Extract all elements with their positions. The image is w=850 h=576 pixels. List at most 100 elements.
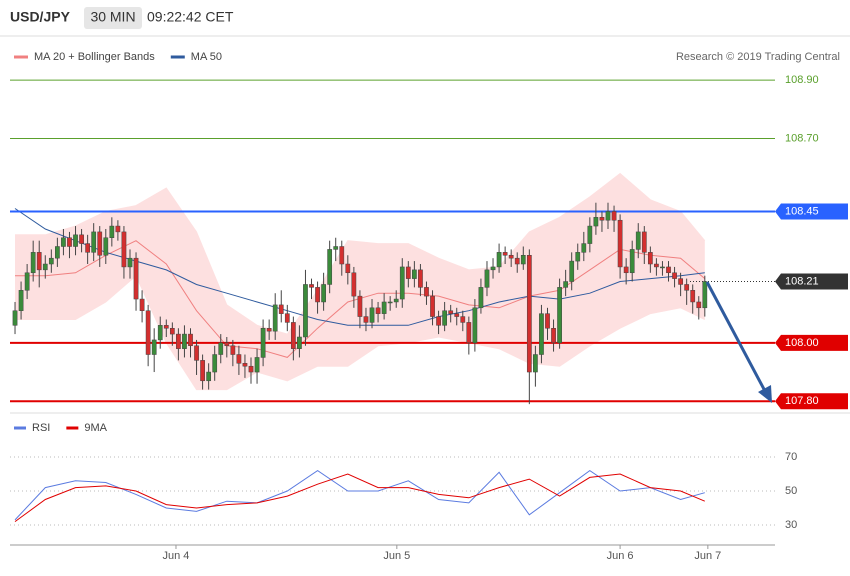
candle-body: [212, 354, 218, 373]
candle-body: [660, 266, 665, 269]
candle-body: [405, 266, 411, 279]
arrow-head: [758, 385, 772, 403]
candle-body: [115, 225, 121, 233]
candle-body: [91, 231, 97, 253]
candle-body: [496, 252, 502, 268]
level-label-box: [775, 273, 848, 290]
interval: 30 MIN: [90, 9, 135, 25]
level-label: 107.80: [785, 395, 819, 407]
candle-body: [73, 234, 78, 247]
candle-body: [581, 243, 587, 253]
candle-body: [557, 287, 562, 344]
rsi-panel: RSI 9MA 70 50 30: [10, 422, 797, 531]
candle-body: [109, 225, 115, 238]
candle-body: [339, 246, 345, 265]
candle-body: [127, 257, 133, 268]
candle-body: [502, 252, 508, 256]
candle-body: [12, 310, 18, 326]
candle-body: [472, 307, 478, 344]
candle-body: [418, 269, 423, 288]
candle-body: [593, 217, 599, 227]
candle-body: [484, 269, 490, 288]
level-label: 108.70: [785, 132, 819, 144]
forecast-arrow: [705, 281, 772, 403]
candle-body: [399, 266, 405, 300]
candle-body: [321, 284, 326, 303]
candle-body: [587, 225, 593, 244]
candle-body: [151, 339, 157, 355]
candle-body: [145, 310, 151, 355]
candle-body: [169, 327, 175, 335]
candle-body: [605, 211, 611, 221]
legend-label: 9MA: [84, 422, 107, 434]
legend-label: RSI: [32, 422, 50, 434]
candle-body: [533, 354, 538, 373]
candle-body: [611, 211, 617, 221]
candle-body: [702, 281, 708, 309]
candle-body: [629, 249, 635, 274]
candle-body: [369, 307, 375, 323]
candle-body: [48, 257, 54, 265]
candle-body: [224, 342, 230, 347]
candle-body: [575, 252, 581, 262]
bollinger-upper: [15, 172, 706, 335]
candle-body: [254, 357, 260, 373]
candle-body: [508, 255, 514, 259]
candle-body: [641, 231, 647, 253]
candle-body: [635, 231, 641, 250]
candle-body: [448, 310, 454, 314]
x-tick-label: Jun 4: [163, 550, 190, 562]
candle-body: [327, 249, 333, 285]
candle-body: [351, 272, 357, 297]
candle-body: [520, 255, 526, 265]
candle-body: [236, 354, 242, 364]
candle-body: [278, 304, 284, 314]
legend-label: MA 50: [191, 51, 222, 63]
credit: Research © 2019 Trading Central: [676, 51, 840, 63]
arrow-shaft: [705, 281, 768, 394]
ma20-line: [15, 240, 706, 358]
candle-body: [67, 237, 72, 247]
candle-body: [442, 310, 447, 326]
candle-body: [55, 246, 60, 259]
candle-body: [514, 257, 520, 265]
candle-body: [266, 327, 272, 332]
candle-body: [393, 298, 399, 303]
candle-body: [357, 295, 363, 317]
candle-body: [672, 272, 677, 279]
level-label-box: [775, 393, 848, 410]
candle-body: [563, 281, 569, 288]
candle-body: [654, 263, 659, 268]
candle-body: [248, 365, 254, 373]
candle-body: [30, 252, 36, 274]
candle-body: [18, 290, 24, 311]
rsi-ma-line: [14, 473, 705, 523]
candle-body: [121, 231, 127, 268]
candle-body: [242, 363, 248, 367]
candle-body: [303, 284, 308, 338]
candle-body: [599, 217, 605, 221]
time: 09:22:42 CET: [147, 9, 234, 25]
candle-body: [284, 313, 290, 323]
level-label-box: [775, 203, 848, 220]
symbol: USD/JPY: [10, 9, 71, 25]
candle-body: [363, 316, 369, 323]
candle-body: [290, 322, 296, 349]
candle-body: [133, 257, 139, 300]
candle-body: [24, 272, 30, 291]
candle-body: [42, 263, 48, 271]
candle-body: [97, 231, 103, 256]
level-label: 108.90: [785, 74, 819, 86]
candle-body: [381, 301, 387, 314]
candle-body: [387, 301, 393, 304]
candle-body: [436, 316, 441, 326]
candle-body: [412, 269, 417, 279]
level-label: 108.45: [785, 205, 819, 217]
candle-body: [272, 304, 278, 332]
candle-body: [430, 295, 435, 317]
legend-label: MA 20 + Bollinger Bands: [34, 51, 155, 63]
level-label: 108.00: [785, 337, 819, 349]
candle-body: [230, 345, 236, 355]
